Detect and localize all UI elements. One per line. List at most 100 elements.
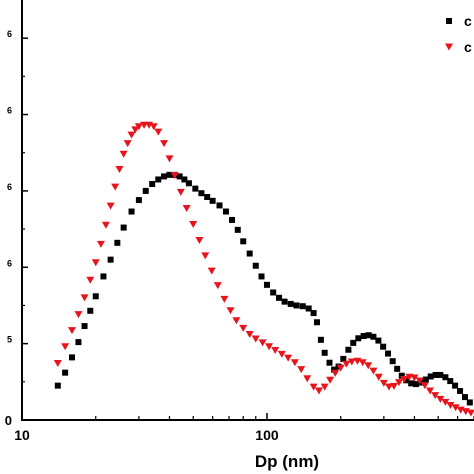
data-point: [299, 303, 306, 310]
data-point: [345, 346, 352, 353]
data-point: [408, 380, 415, 387]
data-point: [182, 204, 191, 212]
data-point: [287, 300, 294, 307]
data-point: [317, 336, 324, 343]
data-point: [213, 282, 222, 290]
data-point: [451, 404, 460, 412]
x-tick-label: 10: [14, 427, 30, 443]
data-point: [111, 183, 120, 191]
plot-frame: [21, 0, 474, 421]
data-point: [198, 190, 205, 197]
data-point: [131, 126, 140, 134]
data-point: [369, 367, 378, 375]
legend-entry-1: c: [446, 13, 472, 29]
data-point: [342, 360, 351, 368]
data-point: [442, 374, 449, 381]
data-point: [379, 379, 388, 387]
data-point: [258, 339, 267, 347]
legend-entry-2: c: [445, 39, 472, 55]
data-point: [195, 237, 204, 245]
data-point: [128, 208, 135, 215]
data-point: [68, 327, 77, 335]
y-tick-label: 5: [7, 335, 12, 345]
data-point: [452, 382, 459, 389]
data-point: [246, 250, 253, 257]
data-point: [240, 238, 247, 245]
data-point: [185, 180, 192, 187]
data-point: [252, 262, 259, 269]
data-point: [75, 339, 82, 346]
data-point: [313, 319, 320, 326]
data-point: [389, 382, 398, 390]
data-point: [201, 252, 210, 260]
data-series: [53, 121, 474, 417]
data-point: [441, 398, 450, 406]
data-point: [403, 377, 410, 384]
data-point: [446, 401, 455, 409]
data-point: [326, 359, 333, 366]
data-point: [385, 350, 392, 357]
data-point: [358, 359, 367, 367]
data-point: [437, 371, 444, 378]
legend-label: c: [464, 13, 472, 29]
data-point: [61, 343, 70, 351]
data-point: [380, 343, 387, 350]
data-point: [370, 333, 377, 340]
y-tick-label: 0: [5, 413, 12, 428]
data-point: [204, 194, 211, 201]
data-point: [374, 373, 383, 381]
data-point: [123, 140, 132, 148]
data-point: [431, 392, 440, 400]
x-axis: 10 100: [14, 413, 474, 443]
data-point: [234, 226, 241, 233]
data-point: [297, 366, 306, 374]
y-tick-label: 6: [7, 182, 12, 192]
data-point: [420, 382, 429, 390]
data-point: [350, 339, 357, 346]
data-point: [457, 387, 464, 394]
data-point: [134, 123, 143, 131]
data-point: [320, 383, 329, 391]
data-point: [119, 150, 128, 158]
data-point: [135, 197, 142, 204]
data-point: [436, 395, 445, 403]
data-point: [394, 365, 401, 372]
data-point: [62, 369, 69, 376]
data-point: [91, 259, 100, 267]
data-point: [321, 349, 328, 356]
data-point: [216, 202, 223, 209]
data-point: [461, 394, 468, 401]
y-tick-label: 6: [7, 29, 12, 39]
data-point: [53, 359, 62, 367]
legend-marker: [445, 43, 453, 51]
data-point: [336, 364, 345, 372]
data-point: [417, 379, 424, 386]
data-point: [271, 347, 280, 355]
data-point: [270, 289, 277, 296]
data-point: [220, 295, 229, 303]
data-point: [114, 239, 121, 246]
legend-marker: [446, 18, 452, 24]
data-point: [170, 172, 179, 180]
data-point: [181, 176, 188, 183]
data-point: [149, 181, 156, 188]
data-point: [226, 307, 235, 315]
data-point: [410, 374, 419, 382]
data-point: [101, 221, 110, 229]
data-point: [80, 294, 89, 302]
data-point: [96, 240, 105, 248]
legend-label: c: [464, 39, 472, 55]
data-point: [466, 399, 473, 406]
data-point: [290, 359, 299, 367]
data-point: [400, 376, 409, 384]
legend: cc: [445, 13, 472, 55]
data-point: [466, 409, 474, 417]
x-tick-label: 100: [255, 427, 279, 443]
data-point: [176, 188, 185, 196]
data-point: [293, 302, 300, 309]
series-1: [54, 171, 473, 406]
data-point: [310, 310, 317, 317]
data-point: [161, 173, 168, 180]
data-point: [120, 224, 127, 231]
